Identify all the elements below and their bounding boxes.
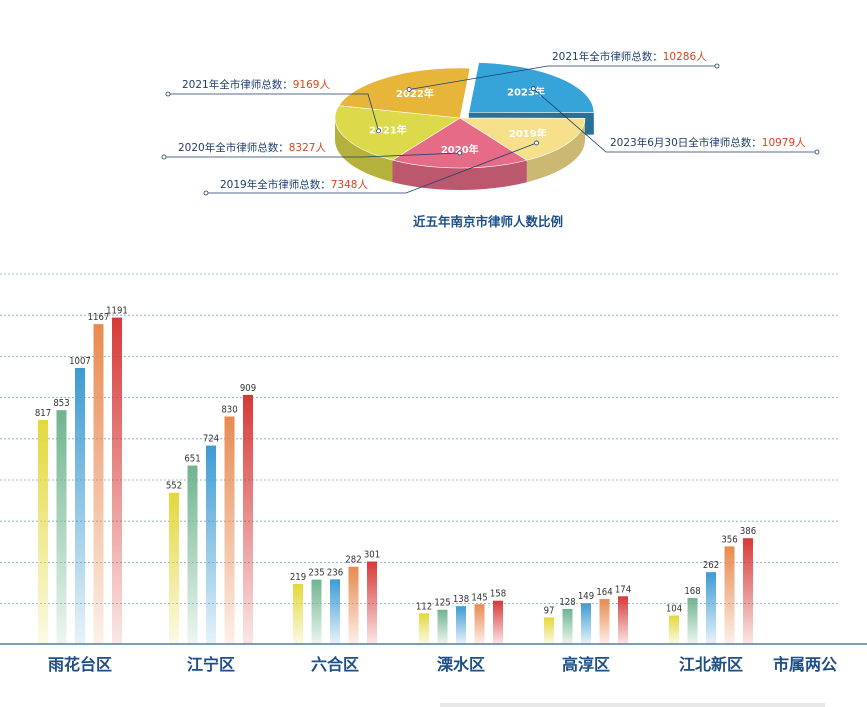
bar-value-label: 97: [544, 605, 555, 616]
bar: [311, 579, 322, 644]
pie-slice-label: 2019年: [509, 127, 547, 140]
pie-callout: 2021年全市律师总数：10286人: [406, 50, 720, 92]
bar-value-label: 830: [221, 405, 237, 416]
bar: [293, 583, 303, 644]
bottom-strip: [440, 703, 825, 707]
bar: [224, 416, 235, 644]
pie-callout: 2020年全市律师总数：8327人: [161, 141, 463, 160]
pie-slice-label: 2022年: [396, 87, 434, 100]
bar-value-label: 219: [290, 572, 306, 583]
pie-slice-label: 2020年: [441, 143, 479, 156]
bar-value-label: 112: [416, 601, 432, 612]
pie-callout-text: 2020年全市律师总数：8327人: [178, 141, 326, 154]
bar: [243, 394, 253, 644]
bar-value-label: 724: [203, 434, 219, 445]
pie-slice-label: 2023年: [507, 85, 545, 98]
bar: [687, 597, 698, 644]
bar: [544, 617, 554, 644]
pie-slice-labels: 2023年 2019年 2020年 2021年 2022年: [369, 85, 547, 156]
bar: [724, 546, 735, 644]
bar: [187, 465, 198, 644]
bar-value-label: 1191: [106, 306, 128, 317]
bar: [206, 445, 216, 644]
bar-value-label: 235: [308, 568, 324, 579]
pie-slice-label: 2021年: [369, 123, 407, 136]
bar-value-label: 552: [166, 481, 182, 492]
pie-title: 近五年南京市律师人数比例: [413, 214, 563, 229]
bar-value-label: 174: [615, 584, 631, 595]
bar: [75, 368, 85, 644]
bar: [743, 538, 753, 644]
bar: [599, 599, 610, 644]
pie-callout: 2023年6月30日全市律师总数：10979人: [530, 86, 820, 155]
category-label: 雨花台区: [48, 655, 112, 674]
pie-callouts: 2023年6月30日全市律师总数：10979人 2019年全市律师总数：7348人…: [161, 50, 820, 196]
bar: [618, 596, 628, 644]
category-labels: 雨花台区 江宁区 六合区 溧水区 高淳区 江北新区 市属两公: [48, 655, 837, 674]
bar: [562, 608, 573, 644]
category-label: 高淳区: [562, 655, 610, 674]
bars: [38, 317, 753, 644]
bar-value-label: 125: [434, 598, 450, 609]
pie-callout-text: 2019年全市律师总数：7348人: [220, 178, 368, 191]
bar-value-label: 386: [740, 526, 756, 537]
pie-slice-2020年: [391, 117, 528, 169]
bar-value-label: 817: [35, 408, 51, 419]
bar: [38, 420, 48, 644]
pie-callout-text: 2021年全市律师总数：10286人: [552, 50, 707, 63]
bar-value-label: 1167: [88, 312, 110, 323]
bar: [669, 615, 679, 644]
bar: [93, 324, 104, 644]
bar-value-label: 853: [53, 398, 69, 409]
category-label: 江宁区: [187, 655, 235, 674]
pie-callout-text: 2023年6月30日全市律师总数：10979人: [610, 136, 806, 149]
bar-value-label: 356: [721, 534, 737, 545]
bar: [706, 572, 716, 644]
bar: [581, 603, 591, 644]
pie-slice-2021年: [334, 105, 461, 161]
bar-value-label: 262: [703, 560, 719, 571]
bar-value-label: 149: [578, 591, 594, 602]
bar: [419, 613, 429, 644]
bar-value-label: 1007: [69, 356, 91, 367]
pie-slice-2019年: [458, 117, 586, 161]
bar: [437, 609, 448, 644]
bar: [367, 561, 377, 644]
bar: [56, 410, 67, 644]
pie-chart: 2023年 2019年 2020年 2021年 2022年 2023年6月30日全市律师…: [161, 50, 820, 229]
bar-value-label: 909: [240, 383, 256, 394]
bar-value-label: 158: [490, 589, 506, 600]
grid-lines: [0, 273, 840, 604]
bar-value-label: 128: [559, 597, 575, 608]
bar-value-label: 651: [184, 454, 200, 465]
category-label: 市属两公: [773, 655, 837, 674]
pie-callout: 2019年全市律师总数：7348人: [203, 140, 539, 196]
category-label: 六合区: [311, 655, 359, 674]
category-label: 溧水区: [437, 655, 485, 674]
bar-value-label: 301: [364, 550, 380, 561]
bar-value-label: 104: [666, 603, 682, 614]
bar: [348, 566, 359, 644]
bar-value-label: 168: [684, 586, 700, 597]
bar: [456, 606, 466, 644]
bar: [169, 492, 179, 644]
bar-value-label: 145: [471, 592, 487, 603]
bar: [330, 579, 340, 644]
bar: [112, 317, 122, 644]
category-label: 江北新区: [679, 655, 743, 674]
pie-callout-text: 2021年全市律师总数：9169人: [182, 78, 330, 91]
bar: [474, 604, 485, 644]
bar: [493, 600, 503, 644]
bar-value-label: 164: [596, 587, 612, 598]
bar-value-label: 236: [327, 567, 343, 578]
pie-slice-side: [392, 160, 527, 190]
pie-callout: 2021年全市律师总数：9169人: [165, 78, 381, 134]
bar-value-label: 282: [345, 555, 361, 566]
bar-value-label: 138: [453, 594, 469, 605]
